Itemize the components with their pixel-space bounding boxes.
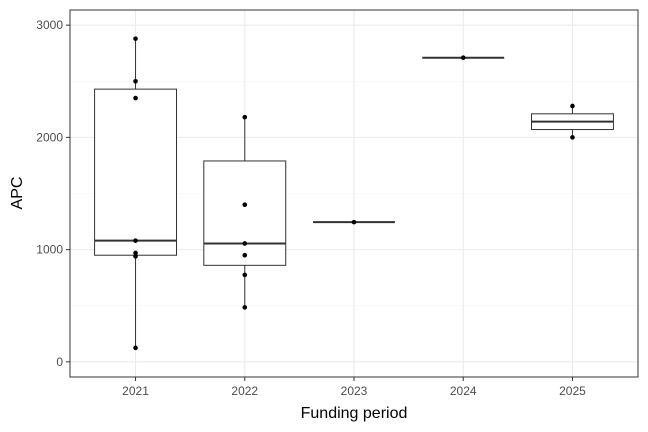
box-iqr [94,88,177,256]
data-point [133,95,138,101]
data-point [133,345,138,351]
data-point [570,135,575,140]
box-2025 [531,105,614,138]
data-point [133,78,138,84]
data-point [133,238,138,243]
data-point [570,103,575,109]
data-point [242,202,248,208]
data-points [133,36,575,351]
data-point [242,241,248,246]
data-point [133,250,138,256]
x-tick-label: 2022 [231,384,258,398]
x-tick-label: 2021 [122,384,149,398]
box-2022 [203,117,287,308]
data-point [133,254,138,259]
x-tick-label: 2024 [450,384,477,398]
x-axis: 2021 2022 2023 2024 2025 [122,377,586,398]
x-tick-label: 2025 [559,384,586,398]
y-tick-label: 1000 [36,243,63,257]
data-point [242,305,248,310]
data-point [242,114,248,120]
boxplots [94,38,614,348]
data-point [133,36,138,41]
data-point [242,272,248,278]
y-axis: 0 1000 2000 3000 [36,18,70,369]
x-tick-label: 2023 [341,384,368,398]
panel [69,9,639,378]
box-iqr [203,160,287,266]
y-tick-label: 3000 [36,18,63,32]
data-point [460,55,466,60]
data-point [351,219,357,225]
y-axis-title: APC [9,177,26,210]
data-point [242,252,248,258]
x-axis-title: Funding period [301,405,408,422]
y-tick-label: 0 [56,355,63,369]
y-tick-label: 2000 [36,130,63,144]
